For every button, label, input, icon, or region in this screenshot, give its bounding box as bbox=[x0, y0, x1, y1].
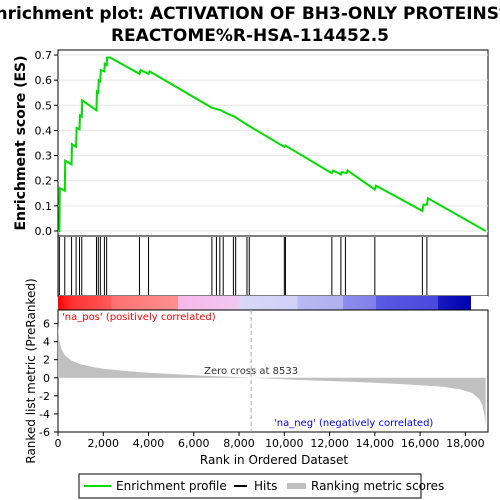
metric-y-ticks: -6 -4 -2 0 2 4 6 bbox=[39, 318, 58, 439]
metric-y-tick-label: -4 bbox=[39, 408, 50, 421]
x-tick-label: 8,000 bbox=[223, 437, 255, 450]
x-tick-label: 18,000 bbox=[446, 437, 485, 450]
es-y-tick-label: 0.6 bbox=[35, 74, 53, 87]
chart-title-line1: Enrichment plot: ACTIVATION OF BH3-ONLY … bbox=[0, 4, 500, 24]
es-y-tick-label: 0.7 bbox=[35, 49, 53, 62]
es-y-tick-label: 0.3 bbox=[35, 150, 53, 163]
x-tick-label: 10,000 bbox=[265, 437, 304, 450]
x-tick-label: 0 bbox=[55, 437, 62, 450]
hits-group bbox=[58, 237, 428, 295]
es-y-tick-label: 0.2 bbox=[35, 175, 53, 188]
es-panel bbox=[57, 49, 489, 237]
legend: Enrichment profile Hits Ranking metric s… bbox=[78, 473, 444, 499]
ranking-color-bar bbox=[58, 296, 471, 310]
es-y-axis-label: Enrichment score (ES) bbox=[13, 55, 29, 230]
metric-y-tick-label: 4 bbox=[43, 336, 50, 349]
es-y-ticks: 0.0 0.1 0.2 0.3 0.4 0.5 0.6 0.7 bbox=[35, 49, 58, 238]
x-tick-label: 6,000 bbox=[178, 437, 210, 450]
x-tick-label: 12,000 bbox=[310, 437, 349, 450]
es-y-tick-label: 0.5 bbox=[35, 99, 53, 112]
x-axis-label: Rank in Ordered Dataset bbox=[200, 453, 348, 467]
x-axis-ticks: 0 2,000 4,000 6,000 8,000 10,000 12,000 14,000 1… bbox=[55, 432, 485, 450]
legend-enrichment-label: Enrichment profile bbox=[116, 479, 227, 493]
x-tick-label: 4,000 bbox=[133, 437, 165, 450]
legend-hits-label: Hits bbox=[254, 479, 277, 493]
enrichment-profile-line bbox=[58, 56, 487, 232]
metric-y-tick-label: 0 bbox=[43, 372, 50, 385]
metric-y-axis-label: Ranked list metric (PreRanked) bbox=[24, 278, 38, 463]
metric-y-tick-label: 2 bbox=[43, 354, 50, 367]
legend-box bbox=[78, 473, 422, 499]
color-bar-end bbox=[471, 296, 488, 310]
x-tick-label: 14,000 bbox=[356, 437, 395, 450]
es-y-tick-label: 0.1 bbox=[35, 200, 53, 213]
es-y-tick-label: 0.0 bbox=[35, 225, 53, 238]
positive-label: 'na_pos' (positively correlated) bbox=[62, 312, 216, 323]
x-tick-label: 16,000 bbox=[401, 437, 440, 450]
ranked-metric-area bbox=[58, 323, 486, 427]
metric-y-tick-label: -2 bbox=[39, 390, 50, 403]
chart-title-line2: REACTOME%R-HSA-114452.5 bbox=[111, 26, 389, 46]
legend-metric-label: Ranking metric scores bbox=[311, 479, 444, 493]
es-grid bbox=[58, 54, 488, 232]
es-y-tick-label: 0.4 bbox=[35, 124, 53, 137]
zero-cross-label: Zero cross at 8533 bbox=[204, 366, 298, 377]
metric-y-tick-label: -6 bbox=[39, 426, 50, 439]
negative-label: 'na_neg' (negatively correlated) bbox=[274, 418, 433, 429]
x-tick-label: 2,000 bbox=[88, 437, 120, 450]
metric-panel bbox=[57, 309, 489, 433]
hits-panel bbox=[57, 235, 489, 297]
metric-y-tick-label: 6 bbox=[43, 318, 50, 331]
